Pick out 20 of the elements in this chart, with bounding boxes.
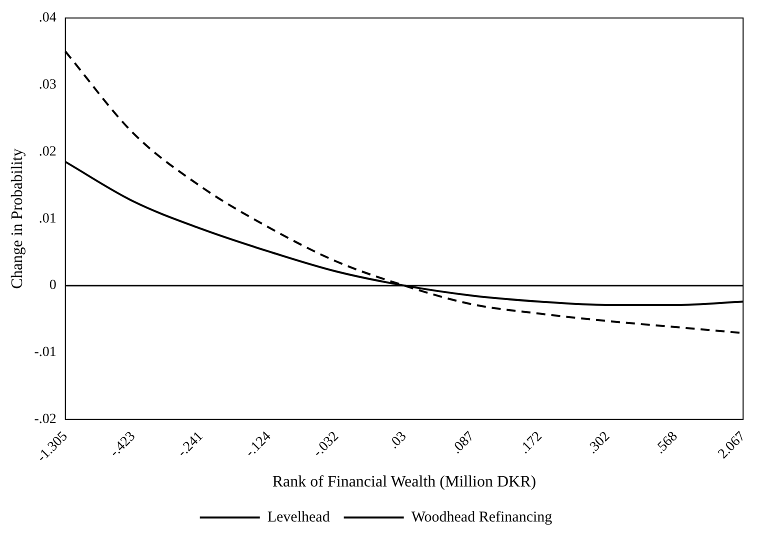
y-tick-label: -.01: [34, 345, 56, 360]
y-tick-label: .04: [38, 10, 56, 26]
x-tick-label: -.241: [175, 429, 206, 460]
x-tick-label: .172: [517, 429, 546, 458]
y-tick-label: .01: [38, 211, 56, 226]
x-tick-label: .087: [450, 429, 478, 458]
x-tick-label: -.423: [107, 429, 139, 460]
y-tick-label: .03: [38, 78, 56, 93]
x-tick-label: .568: [652, 429, 681, 458]
y-tick-label: -.02: [34, 412, 56, 428]
y-axis-title: Change in Probability: [8, 148, 26, 289]
x-tick-label: .302: [585, 429, 613, 458]
x-tick-label: -.032: [310, 429, 342, 460]
y-tick-label: .02: [38, 144, 56, 160]
legend-label: Levelhead: [267, 509, 330, 526]
y-tick-label: 0: [49, 278, 56, 294]
x-axis-title: Rank of Financial Wealth (Million DKR): [272, 474, 536, 491]
x-tick-label: -.124: [242, 429, 274, 460]
x-tick-label: .03: [386, 429, 410, 452]
legend-label: Woodhead Refinancing: [411, 509, 553, 526]
